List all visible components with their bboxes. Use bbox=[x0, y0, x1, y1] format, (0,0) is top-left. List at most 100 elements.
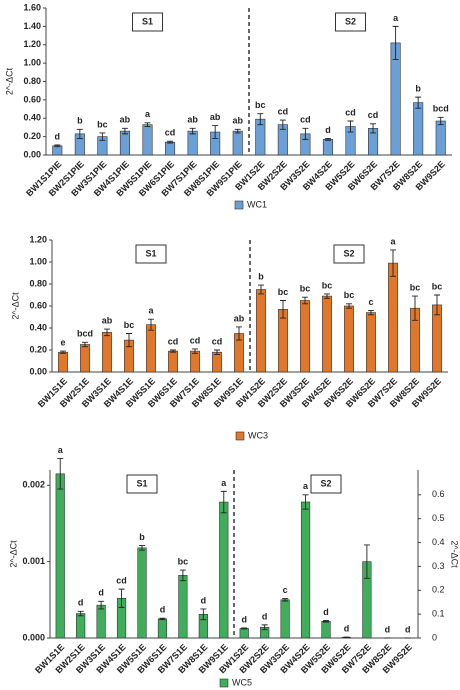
legend-swatch bbox=[235, 431, 245, 441]
y-tick-label: 0.40 bbox=[23, 113, 41, 123]
data-label: bc bbox=[322, 280, 333, 290]
data-label: bc bbox=[124, 320, 135, 330]
y-tick-label: 0.000 bbox=[22, 632, 45, 642]
legend-swatch bbox=[234, 200, 244, 210]
bar bbox=[322, 139, 333, 156]
error-bar bbox=[261, 624, 268, 631]
error-bar bbox=[363, 544, 370, 579]
y-tick-label: 0.20 bbox=[29, 344, 47, 354]
bar bbox=[388, 262, 398, 373]
error-bar bbox=[324, 293, 330, 299]
error-bar bbox=[54, 144, 61, 148]
error-bar bbox=[370, 123, 377, 134]
data-label: a bbox=[148, 306, 154, 316]
data-label: cd bbox=[300, 115, 311, 125]
error-bar bbox=[415, 96, 422, 109]
bar bbox=[413, 102, 424, 156]
y-axis-label: 2^-ΔCt bbox=[10, 292, 20, 320]
y-tick-label: 1.00 bbox=[29, 256, 47, 266]
data-label: bc bbox=[410, 282, 421, 292]
error-bar bbox=[368, 309, 374, 316]
y-tick-label: 1.60 bbox=[23, 2, 41, 12]
error-bar bbox=[241, 627, 248, 630]
annotation-box bbox=[132, 12, 163, 32]
error-bar bbox=[437, 116, 444, 126]
error-bar bbox=[347, 120, 354, 133]
bar bbox=[165, 141, 176, 156]
error-bar bbox=[234, 128, 241, 134]
bar bbox=[157, 618, 168, 639]
data-label: a bbox=[390, 236, 396, 246]
bar bbox=[178, 575, 188, 639]
y-tick-label: 0.00 bbox=[23, 149, 41, 159]
bar bbox=[212, 351, 222, 373]
error-bar bbox=[220, 490, 227, 514]
data-label: d bbox=[98, 588, 104, 598]
y2-tick-label: 0.2 bbox=[432, 585, 445, 595]
bar bbox=[96, 604, 106, 639]
bar bbox=[366, 312, 376, 373]
data-label: a bbox=[393, 13, 399, 23]
y2-tick-label: 0.6 bbox=[432, 489, 445, 499]
y2-tick-label: 0.3 bbox=[432, 561, 445, 571]
y-tick-label: 0.80 bbox=[29, 278, 47, 288]
y2-tick-label: 0 bbox=[432, 632, 437, 642]
bar bbox=[142, 124, 153, 156]
data-label: cd bbox=[345, 107, 356, 117]
bar bbox=[102, 332, 112, 373]
data-label: bc bbox=[255, 100, 266, 110]
data-label: cd bbox=[190, 335, 201, 345]
data-label: cd bbox=[368, 110, 379, 120]
error-bar bbox=[144, 122, 151, 127]
error-bar bbox=[170, 349, 176, 353]
error-bar bbox=[214, 349, 220, 355]
data-label: bcd bbox=[433, 104, 449, 114]
data-label: cd bbox=[168, 336, 179, 346]
y-tick-label: 1.40 bbox=[23, 21, 41, 31]
data-label: b bbox=[77, 116, 83, 126]
y2-axis-label: 2^-ΔCt bbox=[450, 540, 460, 568]
error-bar bbox=[434, 294, 440, 316]
data-label: a bbox=[145, 109, 151, 119]
y-tick-label: 1.00 bbox=[23, 58, 41, 68]
data-label: bc bbox=[432, 281, 443, 291]
data-label: ab bbox=[210, 112, 221, 122]
legend-label: WC5 bbox=[232, 677, 252, 687]
data-label: cd bbox=[278, 106, 289, 116]
bar bbox=[55, 473, 65, 639]
error-bar bbox=[392, 25, 399, 60]
error-bar bbox=[104, 328, 110, 337]
data-label: cd bbox=[212, 336, 223, 346]
data-label: d bbox=[385, 624, 391, 634]
data-label: c bbox=[283, 585, 288, 595]
data-label: d bbox=[78, 598, 84, 608]
y-axis-label: 2^-ΔCt bbox=[8, 540, 18, 568]
data-label: d bbox=[325, 125, 331, 135]
data-label: ab bbox=[120, 115, 131, 125]
legend-label: WC3 bbox=[248, 430, 268, 440]
legend-swatch bbox=[219, 678, 229, 688]
data-label: ab bbox=[102, 315, 113, 325]
bar bbox=[322, 295, 332, 373]
legend-label: WC1 bbox=[247, 199, 267, 209]
y-tick-label: 1.20 bbox=[29, 234, 47, 244]
error-bar bbox=[77, 610, 84, 617]
bar bbox=[76, 613, 86, 639]
data-label: bc bbox=[97, 119, 108, 129]
bar bbox=[190, 350, 200, 373]
error-bar bbox=[82, 341, 88, 348]
error-bar bbox=[346, 303, 352, 309]
data-label: bc bbox=[344, 290, 355, 300]
error-bar bbox=[118, 588, 125, 608]
bar bbox=[168, 350, 178, 373]
error-bar bbox=[126, 333, 132, 348]
error-bar bbox=[99, 132, 106, 141]
data-label: cd bbox=[165, 128, 176, 138]
bar bbox=[300, 300, 310, 373]
error-bar bbox=[121, 127, 128, 135]
bar bbox=[119, 130, 130, 156]
annotation-box bbox=[310, 474, 342, 494]
error-bar bbox=[302, 494, 309, 510]
error-bar bbox=[302, 127, 309, 140]
bar bbox=[256, 289, 266, 373]
